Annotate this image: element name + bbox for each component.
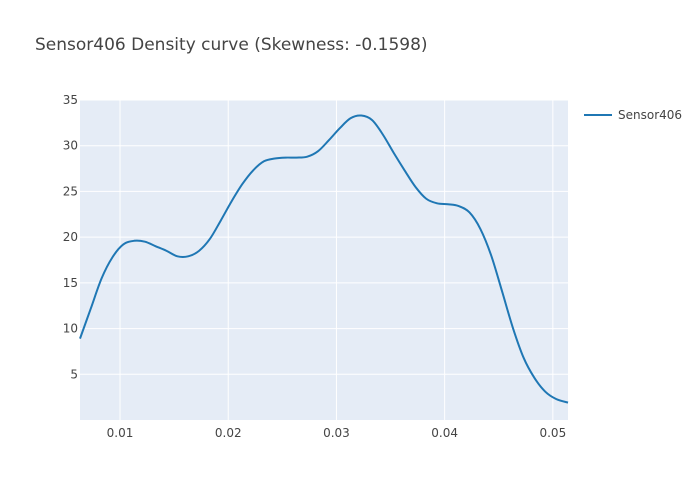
y-tick-label: 20 [63, 230, 78, 244]
x-tick-label: 0.05 [539, 426, 566, 440]
series-layer [79, 114, 569, 404]
x-tick-label: 0.02 [215, 426, 242, 440]
y-tick-label: 35 [63, 93, 78, 107]
legend-label-sensor406: Sensor406 [618, 108, 682, 122]
x-tick-label: 0.01 [107, 426, 134, 440]
plot-area [80, 100, 568, 420]
x-tick-label: 0.04 [431, 426, 458, 440]
chart-title: Sensor406 Density curve (Skewness: -0.15… [35, 35, 428, 55]
x-tick-label: 0.03 [323, 426, 350, 440]
grid-lines [80, 99, 568, 420]
legend[interactable]: Sensor406 [584, 108, 682, 122]
y-tick-label: 30 [63, 139, 78, 153]
series-line-sensor406[interactable] [79, 114, 569, 404]
y-tick-label: 10 [63, 322, 78, 336]
axis-ticks: 0.01 0.02 0.03 0.04 0.05 5 10 15 20 25 30 35 [63, 93, 566, 440]
y-tick-label: 15 [63, 276, 78, 290]
y-tick-label: 25 [63, 184, 78, 198]
y-tick-label: 5 [70, 367, 78, 381]
